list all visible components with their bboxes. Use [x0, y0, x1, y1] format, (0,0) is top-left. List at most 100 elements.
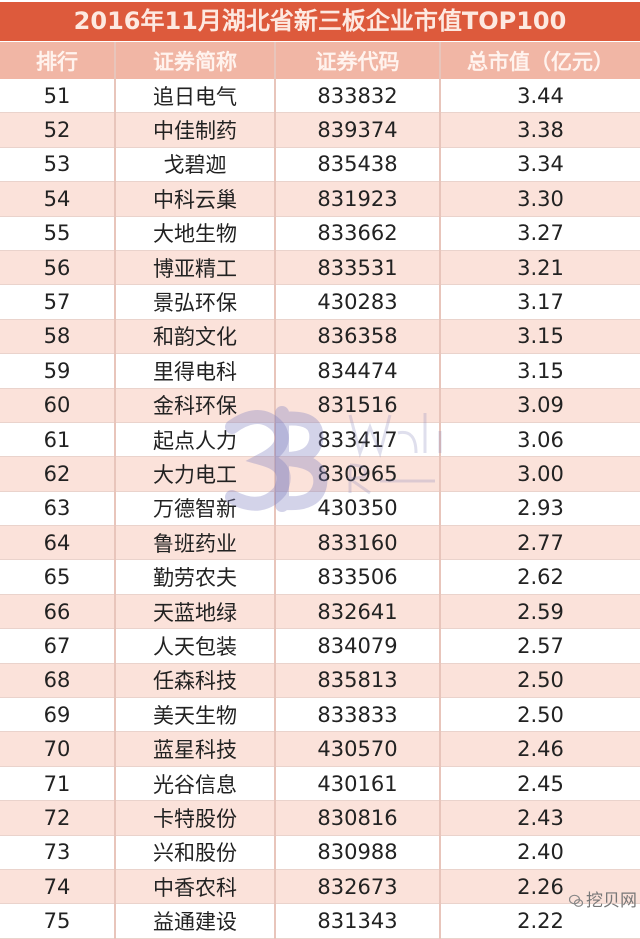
code-cell: 833160: [275, 525, 441, 561]
market-cap-cell: 2.40: [440, 835, 640, 870]
code-cell: 839374: [275, 112, 441, 148]
rank-cell: 59: [0, 353, 116, 389]
column-header-name: 证券简称: [115, 42, 276, 79]
table-row: 54 中科云巢 831923 3.30: [0, 181, 640, 217]
rank-cell: 51: [0, 79, 116, 114]
rank-cell: 56: [0, 250, 116, 286]
market-cap-cell: 3.34: [440, 147, 640, 183]
market-cap-cell: 2.50: [440, 697, 640, 733]
market-cap-cell: 3.27: [440, 216, 640, 251]
rank-cell: 65: [0, 559, 116, 595]
market-cap-cell: 2.93: [440, 491, 640, 527]
code-cell: 430570: [275, 731, 441, 767]
rank-cell: 70: [0, 731, 116, 767]
market-cap-cell: 3.30: [440, 181, 640, 217]
table-row: 52 中佳制药 839374 3.38: [0, 112, 640, 148]
table-row: 69 美天生物 833833 2.50: [0, 697, 640, 733]
name-cell: 蓝星科技: [115, 731, 276, 767]
code-cell: 830816: [275, 800, 441, 836]
footer-logo-text: 挖贝网: [586, 891, 637, 911]
market-cap-cell: 2.45: [440, 766, 640, 802]
name-cell: 人天包装: [115, 628, 276, 664]
market-cap-cell: 3.15: [440, 319, 640, 355]
code-cell: 833506: [275, 559, 441, 595]
name-cell: 金科环保: [115, 388, 276, 423]
market-cap-cell: 2.62: [440, 559, 640, 595]
market-cap-cell: 3.44: [440, 79, 640, 114]
market-cap-cell: 2.77: [440, 525, 640, 561]
code-cell: 835813: [275, 663, 441, 699]
table-row: 63 万德智新 430350 2.93: [0, 491, 640, 527]
rank-cell: 63: [0, 491, 116, 527]
name-cell: 万德智新: [115, 491, 276, 527]
code-cell: 430283: [275, 284, 441, 320]
rank-cell: 57: [0, 284, 116, 320]
market-cap-cell: 3.38: [440, 112, 640, 148]
rank-cell: 72: [0, 800, 116, 836]
table-row: 72 卡特股份 830816 2.43: [0, 800, 640, 836]
column-header-market-cap: 总市值（亿元）: [440, 42, 640, 79]
table-row: 70 蓝星科技 430570 2.46: [0, 731, 640, 767]
market-cap-cell: 2.26: [440, 869, 640, 905]
name-cell: 勤劳农夫: [115, 559, 276, 595]
table-row: 73 兴和股份 830988 2.40: [0, 835, 640, 870]
name-cell: 美天生物: [115, 697, 276, 733]
rank-cell: 74: [0, 869, 116, 905]
rank-cell: 55: [0, 216, 116, 251]
name-cell: 追日电气: [115, 79, 276, 114]
code-cell: 833833: [275, 697, 441, 733]
wechat-icon: [569, 894, 583, 907]
table-row: 57 景弘环保 430283 3.17: [0, 284, 640, 320]
name-cell: 天蓝地绿: [115, 594, 276, 630]
market-cap-cell: 3.06: [440, 422, 640, 458]
table-title: 2016年11月湖北省新三板企业市值TOP100: [0, 2, 640, 41]
table-row: 51 追日电气 833832 3.44: [0, 79, 640, 114]
market-cap-cell: 3.15: [440, 353, 640, 389]
column-header-rank: 排行: [0, 42, 116, 79]
rank-cell: 73: [0, 835, 116, 870]
rank-cell: 66: [0, 594, 116, 630]
table-row: 59 里得电科 834474 3.15: [0, 353, 640, 389]
code-cell: 831516: [275, 388, 441, 423]
name-cell: 益通建设: [115, 903, 276, 939]
market-cap-cell: 3.17: [440, 284, 640, 320]
rank-cell: 61: [0, 422, 116, 458]
code-cell: 834079: [275, 628, 441, 664]
table-row: 66 天蓝地绿 832641 2.59: [0, 594, 640, 630]
name-cell: 大力电工: [115, 456, 276, 492]
name-cell: 博亚精工: [115, 250, 276, 286]
market-cap-cell: 3.09: [440, 388, 640, 423]
table-row: 71 光谷信息 430161 2.45: [0, 766, 640, 802]
name-cell: 景弘环保: [115, 284, 276, 320]
rank-cell: 64: [0, 525, 116, 561]
table-row: 61 起点人力 833417 3.06: [0, 422, 640, 458]
code-cell: 836358: [275, 319, 441, 355]
rank-cell: 62: [0, 456, 116, 492]
market-cap-cell: 2.59: [440, 594, 640, 630]
name-cell: 戈碧迦: [115, 147, 276, 183]
code-cell: 830988: [275, 835, 441, 870]
header-row: 排行 证券简称 证券代码 总市值（亿元）: [0, 42, 640, 79]
rank-cell: 60: [0, 388, 116, 423]
table-row: 55 大地生物 833662 3.27: [0, 216, 640, 251]
table-row: 62 大力电工 830965 3.00: [0, 456, 640, 492]
code-cell: 835438: [275, 147, 441, 183]
code-cell: 833832: [275, 79, 441, 114]
code-cell: 833662: [275, 216, 441, 251]
name-cell: 大地生物: [115, 216, 276, 251]
table-row: 67 人天包装 834079 2.57: [0, 628, 640, 664]
name-cell: 和韵文化: [115, 319, 276, 355]
footer-logo: 挖贝网: [569, 891, 637, 911]
table-row: 58 和韵文化 836358 3.15: [0, 319, 640, 355]
code-cell: 832673: [275, 869, 441, 905]
table-row: 60 金科环保 831516 3.09: [0, 388, 640, 423]
table-row: 56 博亚精工 833531 3.21: [0, 250, 640, 286]
name-cell: 中佳制药: [115, 112, 276, 148]
name-cell: 里得电科: [115, 353, 276, 389]
rank-cell: 52: [0, 112, 116, 148]
rank-cell: 58: [0, 319, 116, 355]
code-cell: 430350: [275, 491, 441, 527]
market-cap-cell: 2.50: [440, 663, 640, 699]
rank-cell: 68: [0, 663, 116, 699]
rank-cell: 71: [0, 766, 116, 802]
